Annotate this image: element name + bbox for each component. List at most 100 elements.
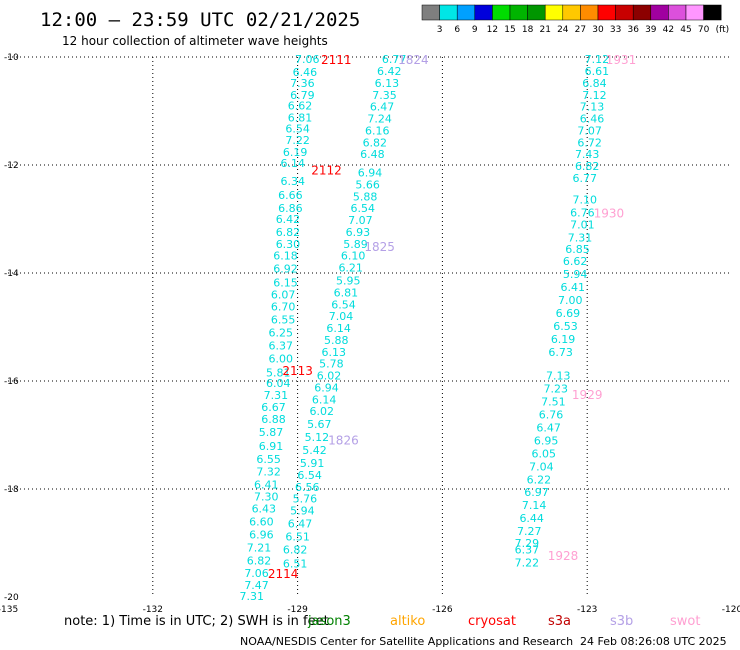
data-point-label: 6.14: [326, 322, 351, 335]
colorbar-swatch: [685, 4, 704, 21]
data-point-label: 6.94: [314, 381, 339, 394]
x-tick-label: -126: [432, 605, 453, 615]
data-point-label: 7.47: [244, 579, 269, 592]
data-point-label: 6.54: [285, 122, 310, 135]
colorbar-swatch: [492, 4, 511, 21]
colorbar-label: 45: [680, 25, 691, 35]
data-point-label: 7.31: [239, 590, 264, 603]
pass-number-label: 1931: [606, 53, 637, 67]
data-point-label: 6.44: [519, 512, 544, 525]
pass-number-label: 1824: [398, 53, 429, 67]
data-point-label: 6.10: [341, 250, 366, 263]
data-point-label: 6.42: [377, 65, 402, 78]
data-point-label: 6.47: [536, 421, 561, 434]
x-tick-label: -123: [577, 605, 597, 615]
data-point-label: 6.41: [560, 281, 585, 294]
note-text: note: 1) Time is in UTC; 2) SWH is in fe…: [64, 614, 329, 629]
satellite-legend-item: cryosat: [468, 614, 516, 629]
data-point-label: 7.04: [329, 310, 354, 323]
data-point-label: 6.19: [551, 333, 576, 346]
colorbar-label: 27: [575, 25, 586, 35]
data-point-label: 5.87: [259, 426, 284, 439]
satellite-legend-item: s3a: [548, 614, 571, 629]
data-point-label: 6.47: [288, 518, 313, 531]
data-point-label: 5.95: [336, 275, 361, 288]
data-point-label: 6.37: [515, 543, 540, 556]
colorbar-swatch: [615, 4, 634, 21]
data-point-label: 7.07: [577, 124, 602, 137]
data-point-label: 6.72: [577, 136, 602, 149]
colorbar-label: 3: [437, 25, 443, 35]
data-point-label: 6.04: [266, 377, 291, 390]
data-point-label: 6.53: [553, 320, 578, 333]
data-point-label: 6.43: [252, 502, 277, 515]
data-point-label: 7.01: [570, 218, 595, 231]
data-point-label: 6.85: [565, 243, 590, 256]
colorbar-swatch: [456, 4, 476, 21]
data-point-label: 7.21: [247, 541, 272, 554]
data-point-label: 5.89: [343, 238, 368, 251]
data-point-label: 7.32: [256, 466, 281, 479]
data-point-label: 6.51: [285, 531, 310, 544]
y-tick-label: -20: [4, 593, 19, 603]
data-point-label: 7.24: [367, 113, 392, 126]
colorbar-swatch: [439, 4, 458, 21]
x-tick-label: -135: [0, 605, 18, 615]
plot-grid: [8, 56, 732, 597]
colorbar-label: 24: [557, 25, 569, 35]
colorbar-swatch: [509, 4, 528, 21]
credit-text: NOAA/NESDIS Center for Satellite Applica…: [240, 635, 573, 648]
data-point-label: 7.30: [254, 491, 279, 504]
data-point-label: 7.27: [517, 525, 542, 538]
colorbar-label: 15: [504, 25, 515, 35]
colorbar-swatch: [668, 4, 687, 21]
data-point-label: 7.10: [573, 194, 598, 207]
colorbar-unit: (ft): [716, 25, 730, 35]
data-point-label: 6.51: [283, 558, 308, 571]
data-point-label: 6.48: [360, 148, 385, 161]
data-point-label: 7.00: [558, 294, 583, 307]
data-point-label: 6.62: [563, 255, 588, 268]
data-point-label: 6.15: [273, 277, 298, 290]
colorbar-label: 18: [522, 25, 534, 35]
colorbar-label: 30: [592, 25, 604, 35]
data-point-label: 6.76: [570, 207, 595, 220]
data-point-label: 6.79: [290, 89, 315, 102]
data-point-label: 7.22: [285, 134, 310, 147]
data-point-label: 6.05: [532, 447, 557, 460]
data-point-label: 5.81: [266, 366, 291, 379]
data-point-label: 6.30: [276, 238, 301, 251]
colorbar-swatch: [562, 4, 581, 21]
data-point-label: 6.66: [278, 189, 303, 202]
data-point-label: 7.12: [582, 89, 607, 102]
data-point-label: 6.25: [268, 326, 293, 339]
data-point-label: 5.88: [324, 334, 349, 347]
chart-title: 12:00 – 23:59 UTC 02/21/2025: [40, 9, 360, 31]
x-tick-label: -129: [287, 605, 308, 615]
satellite-legend-item: jason3: [307, 614, 351, 629]
data-point-label: 7.35: [372, 89, 397, 102]
colorbar-label: 21: [539, 25, 550, 35]
colorbar-label: 70: [698, 25, 710, 35]
pass-number-label: 2113: [282, 364, 313, 378]
data-point-label: 6.82: [247, 554, 272, 567]
colorbar-label: 36: [627, 25, 639, 35]
data-point-label: 5.42: [302, 444, 327, 457]
data-point-label: 6.73: [548, 346, 573, 359]
data-point-label: 6.92: [273, 263, 298, 276]
data-point-label: 6.46: [580, 113, 605, 126]
data-point-label: 6.95: [534, 434, 559, 447]
x-tick-label: -120: [722, 605, 740, 615]
y-tick-label: -18: [4, 485, 19, 495]
data-point-label: 6.34: [281, 175, 306, 188]
x-tick-label: -132: [143, 605, 163, 615]
data-point-label: 7.43: [575, 148, 600, 161]
data-point-label: 6.82: [363, 136, 388, 149]
data-point-label: 6.82: [276, 226, 301, 239]
colorbar-swatch: [632, 4, 652, 21]
data-point-label: 6.37: [268, 339, 293, 352]
data-point-label: 6.16: [365, 124, 390, 137]
data-point-label: 6.70: [271, 300, 296, 313]
data-point-label: 6.77: [382, 53, 407, 66]
